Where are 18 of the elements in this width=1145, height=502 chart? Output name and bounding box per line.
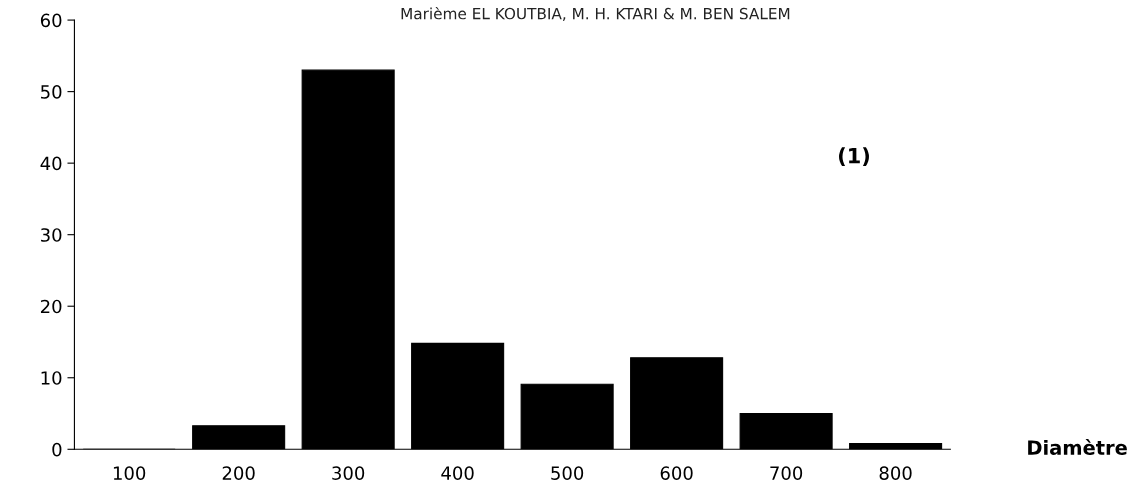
y-tick-label: 20 (40, 299, 62, 314)
chart-title: Marième EL KOUTBIA, M. H. KTARI & M. BEN SALEM (401, 6, 790, 21)
x-tick-label: 400 (441, 466, 474, 480)
x-tick-label: 100 (113, 466, 146, 480)
y-tick-label: 0 (52, 442, 62, 457)
x-tick-label: 700 (770, 466, 803, 480)
x-tick-label: 600 (660, 466, 693, 480)
x-axis-title: Diamètre (1028, 439, 1127, 455)
annotation: (1) (839, 147, 869, 166)
y-tick-label: 10 (41, 371, 62, 385)
y-tick-label: 50 (41, 85, 62, 99)
x-tick-label: 300 (332, 466, 365, 480)
y-tick-label: 60 (40, 13, 62, 28)
y-tick-label: 30 (41, 228, 62, 242)
x-tick-label: 500 (551, 466, 584, 480)
x-tick-label: 200 (222, 466, 255, 480)
x-tick-label: 800 (879, 466, 912, 480)
y-tick-label: 40 (40, 156, 62, 171)
